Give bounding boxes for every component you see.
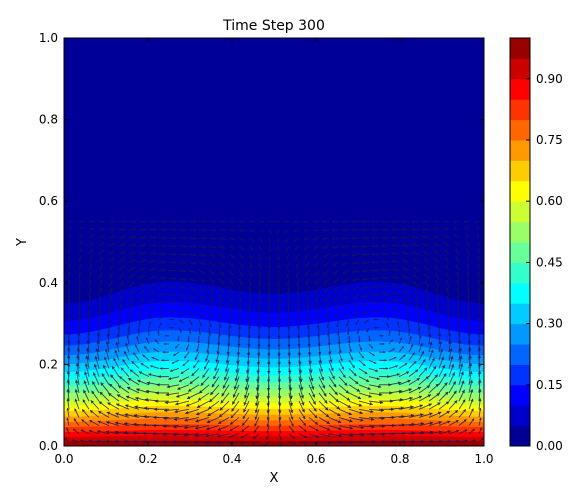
colorbar-segment	[510, 242, 530, 263]
colorbar-segment	[510, 364, 530, 385]
x-tick-label: 0.4	[222, 452, 241, 466]
colorbar-segment	[510, 140, 530, 161]
colorbar-tick-label: 0.75	[536, 133, 563, 147]
y-tick-label: 0.0	[39, 439, 58, 453]
colorbar: 0.00 0.15 0.30 0.45 0.60 0.75 0.90	[510, 38, 563, 453]
y-tick-label: 0.6	[39, 194, 58, 208]
colorbar-segment	[510, 99, 530, 120]
colorbar-segment	[510, 181, 530, 202]
colorbar-segment	[510, 303, 530, 324]
y-tick-label: 1.0	[39, 31, 58, 45]
x-tick-label: 0.8	[390, 452, 409, 466]
y-tick-label: 0.4	[39, 276, 58, 290]
x-axis-label: X	[270, 471, 279, 486]
colorbar-segment	[510, 222, 530, 243]
x-tick-label: 0.0	[54, 452, 73, 466]
colorbar-segment	[510, 405, 530, 426]
y-axis-label: Y	[15, 238, 30, 247]
y-tick-label: 0.8	[39, 113, 58, 127]
colorbar-tick-label: 0.45	[536, 255, 563, 269]
colorbar-tick-label: 0.00	[536, 439, 563, 453]
colorbar-segment	[510, 324, 530, 345]
chart-title: Time Step 300	[222, 18, 325, 34]
colorbar-segment	[510, 38, 530, 59]
colorbar-tick-label: 0.15	[536, 378, 563, 392]
colorbar-segment	[510, 385, 530, 406]
colorbar-tick-label: 0.60	[536, 194, 563, 208]
colorbar-segment	[510, 58, 530, 79]
colorbar-segment	[510, 344, 530, 365]
colorbar-segment	[510, 426, 530, 447]
y-tick-label: 0.2	[39, 357, 58, 371]
plot-area	[64, 38, 484, 446]
colorbar-segment	[510, 79, 530, 100]
colorbar-segment	[510, 160, 530, 181]
colorbar-segment	[510, 283, 530, 304]
x-tick-label: 1.0	[474, 452, 493, 466]
colorbar-segment	[510, 120, 530, 141]
x-tick-label: 0.6	[306, 452, 325, 466]
colorbar-segment	[510, 262, 530, 283]
colorbar-tick-label: 0.90	[536, 72, 563, 86]
colorbar-tick-label: 0.30	[536, 317, 563, 331]
x-tick-label: 0.2	[138, 452, 157, 466]
colorbar-segment	[510, 201, 530, 222]
contour-fill	[64, 38, 484, 446]
